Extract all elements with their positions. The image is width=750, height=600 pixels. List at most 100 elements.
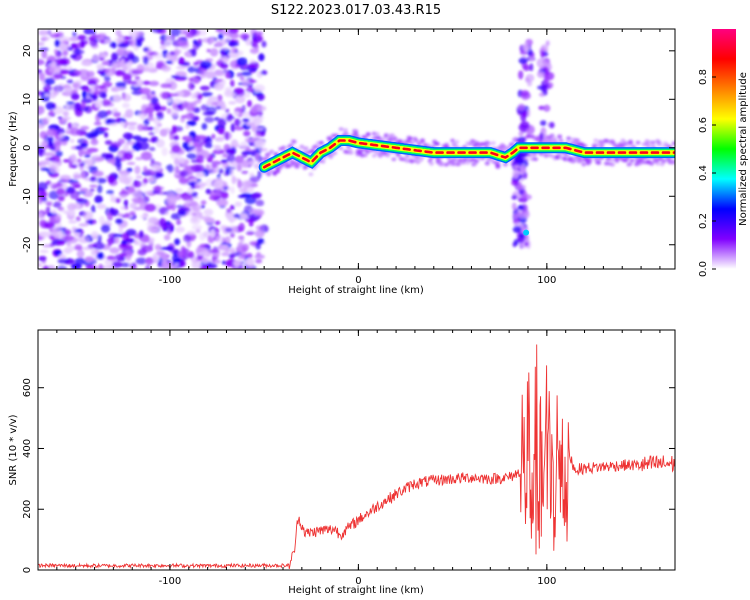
- noise-blob: [98, 91, 107, 99]
- noise-blob: [106, 159, 116, 164]
- noise-blob: [220, 190, 229, 200]
- noise-blob: [81, 70, 87, 77]
- vertical-feature-blob: [547, 82, 554, 89]
- noise-blob: [100, 52, 108, 59]
- noise-blob: [43, 84, 52, 93]
- noise-blob: [221, 49, 226, 55]
- vertical-feature-blob: [548, 121, 555, 129]
- noise-blob: [227, 113, 233, 118]
- noise-blob: [211, 133, 216, 139]
- noise-blob: [140, 151, 153, 161]
- noise-blob: [245, 159, 257, 163]
- noise-blob: [117, 43, 129, 48]
- noise-blob: [49, 235, 56, 240]
- noise-blob: [198, 181, 203, 186]
- noise-blob: [72, 31, 77, 38]
- noise-blob: [134, 165, 141, 175]
- noise-blob: [93, 121, 102, 126]
- colorbar-tick-label: 0.2: [698, 213, 709, 229]
- ridge-halo: [463, 157, 469, 162]
- noise-blob: [51, 209, 57, 215]
- noise-blob: [150, 96, 159, 105]
- noise-blob: [226, 154, 236, 163]
- noise-blob: [228, 101, 237, 105]
- noise-blob: [96, 252, 105, 260]
- noise-blob: [100, 39, 105, 44]
- noise-blob: [142, 80, 151, 85]
- noise-blob: [197, 251, 207, 256]
- snr-line: [38, 344, 675, 570]
- vertical-feature-blob: [520, 164, 526, 173]
- noise-blob: [191, 261, 202, 269]
- noise-blob: [43, 265, 49, 269]
- noise-blob: [229, 204, 235, 211]
- snr-xlabel: Height of straight line (km): [288, 585, 424, 596]
- noise-blob: [66, 79, 74, 84]
- noise-blob: [225, 148, 235, 155]
- noise-blob: [73, 184, 82, 189]
- noise-blob: [166, 60, 173, 64]
- noise-blob: [245, 38, 252, 46]
- noise-blob: [95, 177, 107, 184]
- noise-blob: [103, 220, 111, 225]
- noise-blob: [159, 44, 167, 50]
- noise-blob: [146, 222, 153, 226]
- noise-blob: [203, 208, 214, 216]
- ridge-halo: [581, 162, 587, 167]
- noise-blob: [186, 230, 197, 236]
- noise-blob: [84, 256, 95, 263]
- noise-blob: [118, 243, 128, 249]
- noise-blob: [176, 127, 182, 132]
- ridge-halo: [404, 154, 410, 159]
- noise-blob: [100, 152, 109, 159]
- noise-blob: [107, 212, 113, 222]
- noise-blob: [253, 84, 265, 93]
- noise-blob: [64, 229, 72, 236]
- vertical-feature-blob: [519, 50, 528, 56]
- noise-blob: [161, 223, 169, 231]
- spectrogram-xtick-label: 100: [537, 275, 556, 286]
- noise-blob: [74, 108, 83, 117]
- noise-blob: [43, 36, 50, 41]
- noise-blob: [96, 203, 107, 210]
- noise-blob: [125, 254, 132, 262]
- noise-blob: [208, 37, 216, 44]
- ridge-halo: [620, 138, 626, 143]
- vertical-feature-blob: [513, 218, 520, 225]
- vertical-feature-blob: [511, 202, 517, 211]
- noise-blob: [249, 175, 260, 183]
- noise-blob: [226, 208, 232, 213]
- noise-blob: [60, 209, 70, 214]
- noise-blob: [117, 213, 124, 217]
- noise-blob: [215, 29, 225, 33]
- noise-blob: [65, 104, 70, 109]
- noise-blob: [174, 238, 181, 246]
- noise-blob: [48, 65, 61, 74]
- noise-blob: [217, 118, 227, 128]
- noise-blob: [166, 196, 177, 205]
- noise-blob: [163, 127, 172, 133]
- noise-blob: [125, 238, 135, 244]
- ridge-halo: [650, 140, 656, 145]
- noise-blob: [185, 124, 190, 130]
- noise-blob: [224, 236, 231, 245]
- colorbar-tick-label: 0.0: [698, 261, 709, 277]
- noise-blob: [202, 111, 215, 116]
- noise-blob: [225, 72, 231, 79]
- noise-blob: [127, 81, 138, 85]
- ridge-halo: [327, 136, 333, 141]
- noise-blob: [107, 175, 115, 184]
- ridge-halo: [272, 171, 278, 176]
- noise-blob: [201, 123, 208, 130]
- ridge-halo: [566, 136, 572, 141]
- noise-blob: [74, 102, 82, 111]
- noise-blob: [154, 124, 160, 134]
- noise-blob: [236, 57, 248, 67]
- noise-blob: [199, 247, 209, 252]
- noise-blob: [139, 110, 146, 115]
- noise-blob: [208, 249, 220, 254]
- noise-blob: [76, 198, 88, 204]
- noise-blob: [153, 185, 162, 194]
- noise-blob: [166, 108, 172, 114]
- vertical-feature-blob: [522, 42, 530, 52]
